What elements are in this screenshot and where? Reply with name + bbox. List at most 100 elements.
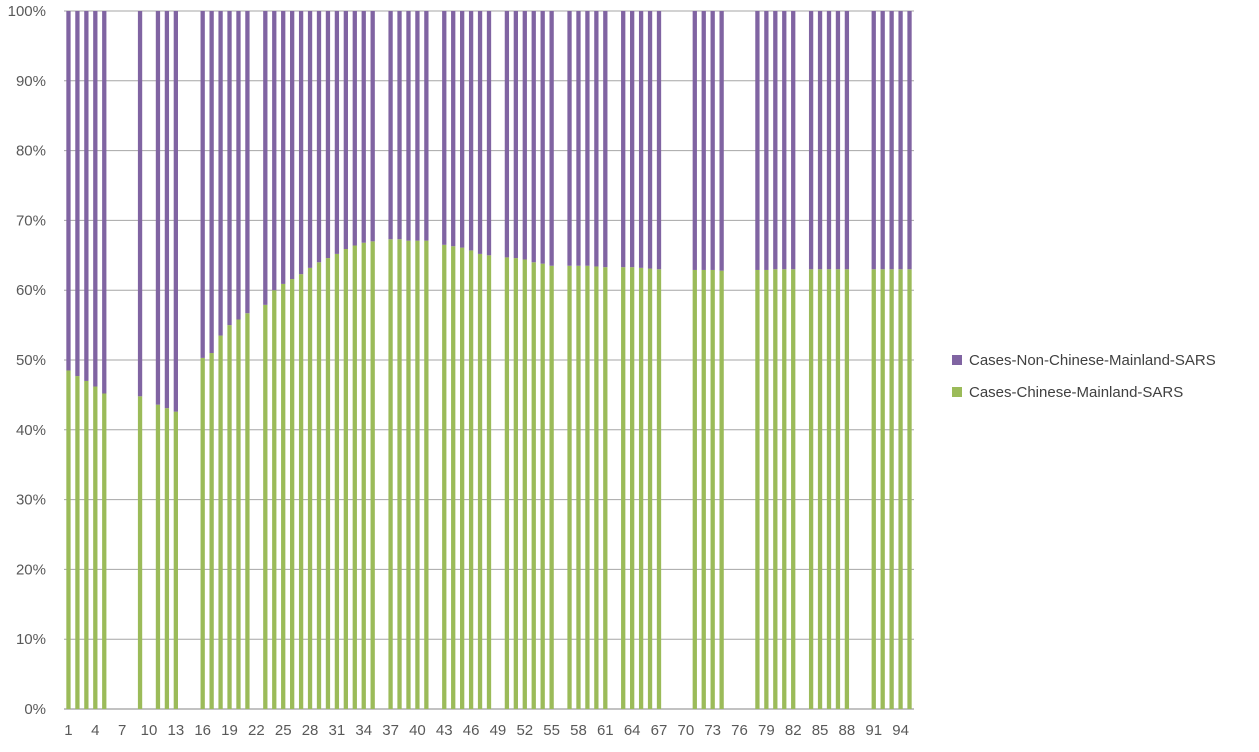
bar-chinese <box>576 265 581 709</box>
x-tick-label: 1 <box>64 722 72 739</box>
bar-non-chinese <box>531 11 536 263</box>
bar-non-chinese <box>102 11 107 394</box>
y-tick-label: 20% <box>16 561 46 578</box>
bar-non-chinese <box>281 11 286 284</box>
bar-chinese <box>334 253 340 710</box>
bar-non-chinese <box>773 11 778 270</box>
bar-chinese <box>719 270 724 709</box>
bar-non-chinese <box>844 11 850 270</box>
legend-item-non-chinese: Cases-Non-Chinese-Mainland-SARS <box>952 344 1216 376</box>
x-tick-label: 91 <box>865 722 882 739</box>
bar-chinese <box>415 240 420 709</box>
bar-non-chinese <box>477 11 483 254</box>
bar-non-chinese <box>307 11 313 268</box>
bar-non-chinese <box>173 11 178 412</box>
bar-non-chinese <box>200 11 205 358</box>
bar-non-chinese <box>540 11 545 264</box>
bar-chinese <box>200 357 205 709</box>
x-tick-label: 70 <box>677 722 694 739</box>
bar-chinese <box>782 269 787 709</box>
bar-non-chinese <box>576 11 581 266</box>
x-tick-label: 37 <box>382 722 399 739</box>
bar-chinese <box>406 240 411 709</box>
x-tick-label: 67 <box>651 722 668 739</box>
bar-chinese <box>907 269 912 709</box>
bar-non-chinese <box>808 11 814 270</box>
x-tick-label: 73 <box>704 722 721 739</box>
bar-chinese <box>477 253 483 710</box>
bar-chinese <box>486 255 492 710</box>
bar-non-chinese <box>245 11 250 314</box>
bar-chinese <box>638 267 644 709</box>
bar-chinese <box>647 268 653 709</box>
bar-non-chinese <box>343 11 348 250</box>
bar-chinese <box>93 386 98 709</box>
bar-chinese <box>871 269 876 709</box>
bar-non-chinese <box>791 11 796 270</box>
bar-chinese <box>880 269 885 709</box>
bar-non-chinese <box>755 11 760 270</box>
bar-non-chinese <box>835 11 841 270</box>
legend: Cases-Non-Chinese-Mainland-SARS Cases-Ch… <box>952 344 1216 408</box>
bar-non-chinese <box>880 11 885 270</box>
bar-non-chinese <box>871 11 876 270</box>
bar-non-chinese <box>504 11 510 258</box>
bar-chinese <box>513 258 518 709</box>
bar-non-chinese <box>316 11 322 263</box>
bar-chinese <box>424 240 429 709</box>
bar-chinese <box>889 269 894 709</box>
bar-non-chinese <box>764 11 769 270</box>
bar-chinese <box>773 269 778 709</box>
bar-non-chinese <box>66 11 71 371</box>
x-tick-label: 52 <box>516 722 533 739</box>
bar-non-chinese <box>522 11 527 260</box>
x-tick-label: 31 <box>329 722 346 739</box>
bar-non-chinese <box>84 11 89 381</box>
bar-chinese <box>522 259 527 709</box>
x-tick-label: 16 <box>194 722 211 739</box>
x-tick-label: 10 <box>141 722 158 739</box>
x-tick-label: 58 <box>570 722 587 739</box>
bar-non-chinese <box>907 11 912 270</box>
bar-non-chinese <box>898 11 903 270</box>
x-tick-label: 64 <box>624 722 641 739</box>
bar-non-chinese <box>415 11 420 241</box>
bar-non-chinese <box>451 11 456 247</box>
bar-non-chinese <box>236 11 241 320</box>
bar-non-chinese <box>817 11 823 270</box>
bar-chinese <box>137 396 143 709</box>
bar-non-chinese <box>325 11 331 259</box>
x-tick-label: 46 <box>463 722 480 739</box>
bar-chinese <box>701 269 706 709</box>
bar-non-chinese <box>164 11 170 409</box>
bar-chinese <box>272 290 277 709</box>
bar-chinese <box>460 247 465 709</box>
bar-non-chinese <box>298 11 304 275</box>
x-tick-label: 13 <box>167 722 184 739</box>
x-tick-label: 22 <box>248 722 265 739</box>
bar-chinese <box>808 269 814 709</box>
bar-non-chinese <box>361 11 366 243</box>
bar-chinese <box>504 257 510 709</box>
bar-chinese <box>343 249 348 709</box>
bar-chinese <box>531 262 536 709</box>
bar-non-chinese <box>603 11 608 268</box>
bar-non-chinese <box>75 11 80 377</box>
legend-swatch-non-chinese <box>952 355 962 365</box>
bar-non-chinese <box>272 11 277 291</box>
x-tick-label: 61 <box>597 722 614 739</box>
bar-chinese <box>567 265 572 709</box>
bar-chinese <box>764 269 769 709</box>
x-tick-label: 88 <box>839 722 856 739</box>
bar-chinese <box>263 304 268 709</box>
x-tick-label: 79 <box>758 722 775 739</box>
bar-non-chinese <box>424 11 429 241</box>
y-tick-label: 10% <box>16 631 46 648</box>
bar-chinese <box>352 245 357 709</box>
legend-label-chinese: Cases-Chinese-Mainland-SARS <box>969 383 1184 401</box>
bar-chinese <box>173 411 178 709</box>
bar-non-chinese <box>388 11 393 240</box>
bar-chinese <box>370 241 375 709</box>
y-tick-label: 40% <box>16 422 46 439</box>
bar-non-chinese <box>656 11 662 270</box>
